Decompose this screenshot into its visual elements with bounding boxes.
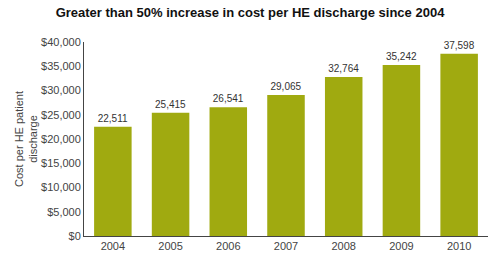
svg-text:29,065: 29,065: [270, 81, 301, 92]
svg-text:$15,000: $15,000: [41, 157, 81, 169]
svg-text:2008: 2008: [331, 240, 355, 252]
svg-text:32,764: 32,764: [328, 63, 359, 74]
svg-text:$40,000: $40,000: [41, 36, 81, 48]
svg-text:25,415: 25,415: [155, 99, 186, 110]
svg-text:$10,000: $10,000: [41, 181, 81, 193]
svg-text:2007: 2007: [274, 240, 298, 252]
svg-text:$0: $0: [69, 230, 81, 242]
svg-text:22,511: 22,511: [98, 113, 128, 124]
svg-text:37,598: 37,598: [444, 40, 475, 51]
svg-text:$20,000: $20,000: [41, 133, 81, 145]
svg-text:$35,000: $35,000: [41, 60, 81, 72]
svg-text:Greater than 50% increase in c: Greater than 50% increase in cost per HE…: [56, 5, 446, 20]
svg-text:$5,000: $5,000: [47, 206, 81, 218]
svg-text:Cost per HE patientdischarge: Cost per HE patientdischarge: [13, 91, 39, 187]
svg-text:2010: 2010: [447, 240, 471, 252]
svg-text:35,242: 35,242: [386, 51, 417, 62]
svg-text:26,541: 26,541: [213, 93, 244, 104]
svg-text:2004: 2004: [101, 240, 125, 252]
svg-text:$25,000: $25,000: [41, 109, 81, 121]
svg-text:2006: 2006: [216, 240, 240, 252]
svg-text:2009: 2009: [389, 240, 413, 252]
svg-text:$30,000: $30,000: [41, 84, 81, 96]
svg-text:2005: 2005: [158, 240, 182, 252]
